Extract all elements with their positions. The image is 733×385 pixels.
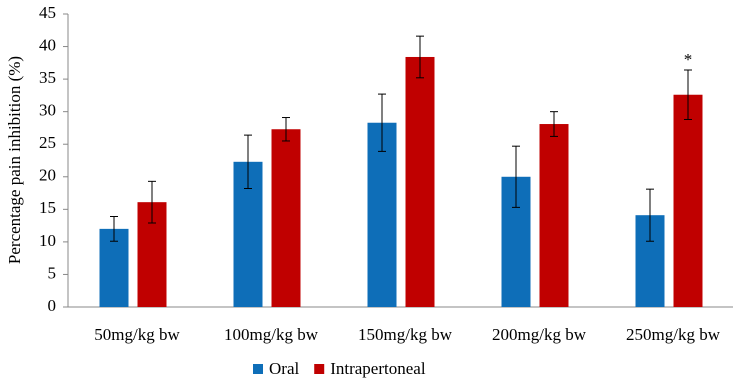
x-tick-label: 100mg/kg bw (224, 325, 319, 344)
x-tick-label: 50mg/kg bw (94, 325, 180, 344)
x-tick-label: 150mg/kg bw (358, 325, 453, 344)
y-tick-label: 5 (48, 263, 57, 282)
legend-label: Oral (269, 359, 299, 378)
bar (539, 124, 569, 307)
bar (405, 56, 435, 308)
y-tick-label: 30 (39, 101, 56, 120)
bar (99, 228, 129, 307)
x-tick-label: 200mg/kg bw (492, 325, 587, 344)
y-tick-label: 35 (39, 68, 56, 87)
y-axis-label: Percentage pain inhibition (%) (5, 56, 24, 264)
y-tick-label: 0 (48, 296, 57, 315)
bar (367, 122, 397, 307)
y-tick-label: 40 (39, 35, 56, 54)
y-tick-label: 10 (39, 231, 56, 250)
bar (271, 129, 301, 307)
bar (673, 94, 703, 307)
y-tick-label: 45 (39, 3, 56, 22)
legend-label: Intrapertoneal (330, 359, 426, 378)
legend-swatch (253, 364, 263, 374)
legend-swatch (314, 364, 325, 374)
x-tick-label: 250mg/kg bw (626, 325, 721, 344)
y-tick-label: 25 (39, 133, 56, 152)
y-tick-label: 20 (39, 166, 56, 185)
annotation: * (684, 50, 693, 69)
y-tick-label: 15 (39, 198, 56, 217)
